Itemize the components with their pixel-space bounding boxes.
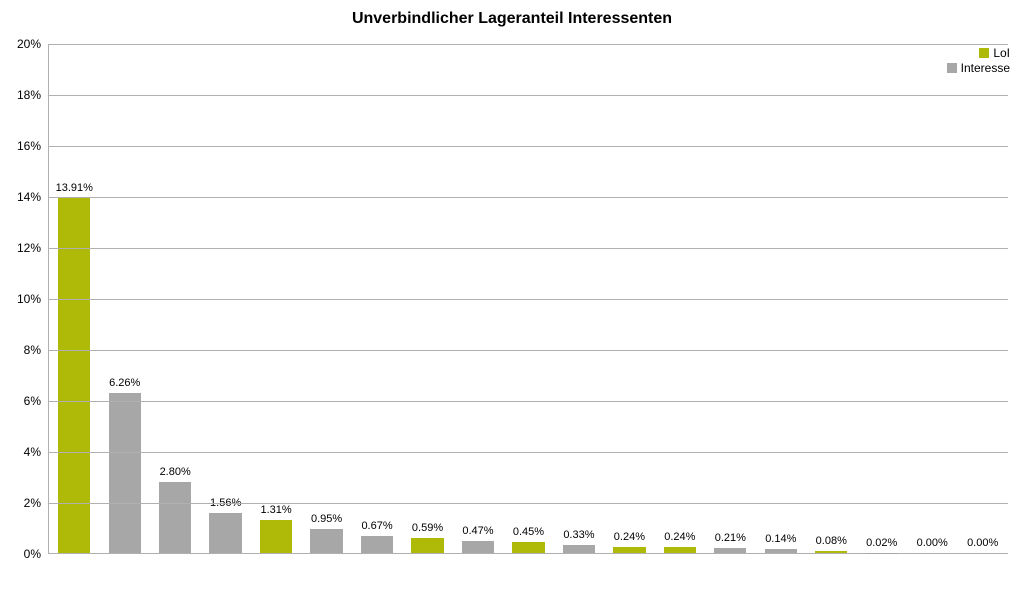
bar-value-label: 0.24% bbox=[614, 531, 645, 543]
bar bbox=[260, 520, 292, 553]
bar bbox=[765, 549, 797, 553]
bar-value-label: 0.45% bbox=[513, 526, 544, 538]
bar-value-label: 0.00% bbox=[917, 537, 948, 549]
bar bbox=[462, 541, 494, 553]
gridline bbox=[49, 401, 1008, 402]
y-axis-label: 0% bbox=[24, 547, 41, 561]
gridline bbox=[49, 503, 1008, 504]
y-axis-label: 10% bbox=[17, 292, 41, 306]
gridline bbox=[49, 146, 1008, 147]
bar-value-label: 2.80% bbox=[160, 466, 191, 478]
y-axis-label: 20% bbox=[17, 37, 41, 51]
legend-swatch bbox=[979, 48, 989, 58]
legend-item: LoI bbox=[947, 46, 1010, 60]
bar bbox=[714, 548, 746, 553]
y-axis-label: 4% bbox=[24, 445, 41, 459]
bar bbox=[411, 538, 443, 553]
legend-label: Interesse bbox=[961, 61, 1010, 75]
gridline bbox=[49, 197, 1008, 198]
bar bbox=[512, 542, 544, 553]
y-axis-label: 16% bbox=[17, 139, 41, 153]
bar-value-label: 6.26% bbox=[109, 377, 140, 389]
bar-value-label: 0.47% bbox=[462, 525, 493, 537]
y-axis-label: 8% bbox=[24, 343, 41, 357]
bar-value-label: 1.31% bbox=[261, 504, 292, 516]
legend-label: LoI bbox=[993, 46, 1010, 60]
y-axis-label: 12% bbox=[17, 241, 41, 255]
y-axis-label: 14% bbox=[17, 190, 41, 204]
y-axis-label: 18% bbox=[17, 88, 41, 102]
gridline bbox=[49, 248, 1008, 249]
bar bbox=[58, 198, 90, 553]
gridline bbox=[49, 452, 1008, 453]
bar-value-label: 0.59% bbox=[412, 522, 443, 534]
bar bbox=[866, 553, 898, 554]
bar bbox=[664, 547, 696, 553]
gridline bbox=[49, 44, 1008, 45]
bar-value-label: 0.02% bbox=[866, 537, 897, 549]
bar bbox=[815, 551, 847, 553]
bar bbox=[361, 536, 393, 553]
bar bbox=[109, 393, 141, 553]
bar-value-label: 0.67% bbox=[361, 520, 392, 532]
bar bbox=[310, 529, 342, 553]
bar-value-label: 0.24% bbox=[664, 531, 695, 543]
bar bbox=[209, 513, 241, 553]
plot-area: 13.91%6.26%2.80%1.56%1.31%0.95%0.67%0.59… bbox=[48, 44, 1008, 554]
bar bbox=[563, 545, 595, 553]
legend-swatch bbox=[947, 63, 957, 73]
bar bbox=[613, 547, 645, 553]
bar-value-label: 0.33% bbox=[563, 529, 594, 541]
bar-value-label: 0.21% bbox=[715, 532, 746, 544]
bar-value-label: 0.14% bbox=[765, 533, 796, 545]
legend-item: Interesse bbox=[947, 61, 1010, 75]
gridline bbox=[49, 299, 1008, 300]
y-axis-label: 2% bbox=[24, 496, 41, 510]
legend: LoIInteresse bbox=[947, 46, 1010, 76]
y-axis-label: 6% bbox=[24, 394, 41, 408]
gridline bbox=[49, 350, 1008, 351]
bar-value-label: 0.95% bbox=[311, 513, 342, 525]
gridline bbox=[49, 95, 1008, 96]
bar-value-label: 0.08% bbox=[816, 535, 847, 547]
bar-value-label: 0.00% bbox=[967, 537, 998, 549]
bar-value-label: 13.91% bbox=[56, 182, 93, 194]
chart-title: Unverbindlicher Lageranteil Interessente… bbox=[0, 10, 1024, 28]
bar bbox=[159, 482, 191, 553]
chart-container: Unverbindlicher Lageranteil Interessente… bbox=[0, 0, 1024, 610]
